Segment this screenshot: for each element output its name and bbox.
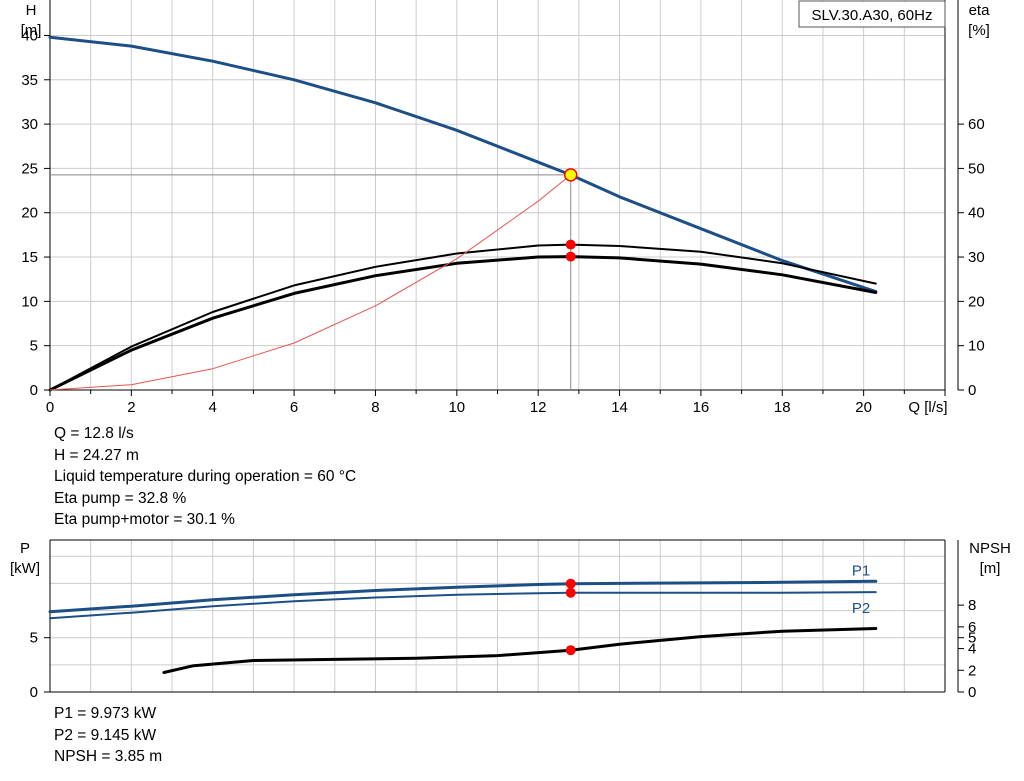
legend-p2: P2	[852, 600, 870, 617]
x-tick-label: 6	[290, 399, 298, 416]
power-marker	[565, 578, 576, 589]
legend-p1: P1	[852, 562, 870, 579]
curve-npsh	[162, 627, 878, 674]
y2-tick-label: 0	[968, 382, 976, 399]
npsh-readout: NPSH = 3.85 m	[54, 748, 163, 765]
y2-axis-label-0: NPSH	[969, 540, 1011, 557]
y-axis-label-1: [m]	[21, 22, 42, 39]
y-axis-label-1: [kW]	[10, 560, 40, 577]
head-readout: H = 24.27 m	[54, 446, 139, 464]
x-tick-label: 16	[693, 399, 710, 416]
y2-tick-label: 4	[968, 641, 976, 658]
x-tick-label: 10	[448, 399, 465, 416]
y-axis-label-0: H	[26, 2, 37, 19]
curve-p1	[48, 579, 878, 614]
curve-eta-pump-motor	[48, 255, 878, 392]
y-tick-label: 15	[21, 249, 38, 266]
y-axis-label-0: P	[20, 540, 30, 557]
y2-tick-label: 50	[968, 160, 985, 177]
y-tick-label: 0	[30, 382, 38, 399]
power-info: P1 = 9.973 kW P2 = 9.145 kW NPSH = 3.85 …	[54, 703, 162, 768]
x-axis-label: Q [l/s]	[908, 399, 947, 416]
head-efficiency-chart: 0 2 4 6 8 10 12 14 16 18 20 0 5 10 15 20 25 30 35 40 0 10 20 30…	[21, 0, 991, 416]
p1-readout: P1 = 9.973 kW	[54, 705, 157, 722]
curve-p2	[49, 591, 877, 620]
y-tick-label: 30	[21, 116, 38, 133]
y2-tick-label: 60	[968, 116, 985, 133]
curve-head	[48, 35, 878, 294]
y2-axis-label-0: eta	[969, 2, 991, 19]
flow-readout: Q = 12.8 l/s	[54, 425, 134, 442]
y-tick-label: 20	[21, 205, 38, 222]
y-tick-label: 35	[21, 72, 38, 89]
y-tick-label: 25	[21, 160, 38, 177]
y-tick-label: 10	[21, 293, 38, 310]
npsh-marker	[565, 645, 576, 656]
y2-axis-label-1: [m]	[980, 560, 1001, 577]
x-tick-label: 20	[855, 399, 872, 416]
y2-tick-label: 20	[968, 293, 985, 310]
y-tick-label: 40	[21, 27, 38, 44]
y2-tick-label: 0	[968, 684, 976, 701]
chart-title: SLV.30.A30, 60Hz	[812, 7, 933, 24]
operating-point-info: Q = 12.8 l/s H = 24.27 m Liquid temperat…	[54, 423, 356, 531]
y2-tick-label: 40	[968, 205, 985, 222]
x-tick-label: 0	[46, 399, 54, 416]
eta-pump-readout: Eta pump = 32.8 %	[54, 489, 187, 507]
y2-tick-label: 6	[968, 619, 976, 636]
y2-tick-label: 10	[968, 338, 985, 355]
x-tick-label: 2	[127, 399, 135, 416]
power-marker	[565, 587, 576, 598]
curve-eta-pump	[49, 243, 877, 391]
x-tick-label: 4	[209, 399, 217, 416]
y2-tick-label: 8	[968, 597, 976, 614]
efficiency-marker	[565, 251, 576, 262]
efficiency-marker	[565, 239, 576, 250]
x-tick-label: 12	[530, 399, 547, 416]
eta-pump-motor-readout: Eta pump+motor = 30.1 %	[54, 511, 235, 528]
curve-system-curve	[49, 174, 572, 391]
x-tick-label: 14	[611, 399, 628, 416]
y-tick-label: 5	[30, 630, 38, 647]
duty-point-marker	[563, 168, 578, 182]
x-tick-label: 18	[774, 399, 791, 416]
p2-readout: P2 = 9.145 kW	[54, 726, 157, 744]
y-tick-label: 5	[30, 338, 38, 355]
y2-tick-label: 5	[968, 630, 976, 647]
liquid-temperature-readout: Liquid temperature during operation = 60…	[54, 468, 357, 485]
chart-title-box	[798, 0, 946, 28]
y2-tick-label: 2	[968, 662, 976, 679]
x-tick-label: 8	[371, 399, 379, 416]
y2-axis-label-1: [%]	[968, 22, 990, 39]
y-tick-label: 0	[30, 684, 38, 701]
y2-tick-label: 30	[968, 249, 985, 266]
